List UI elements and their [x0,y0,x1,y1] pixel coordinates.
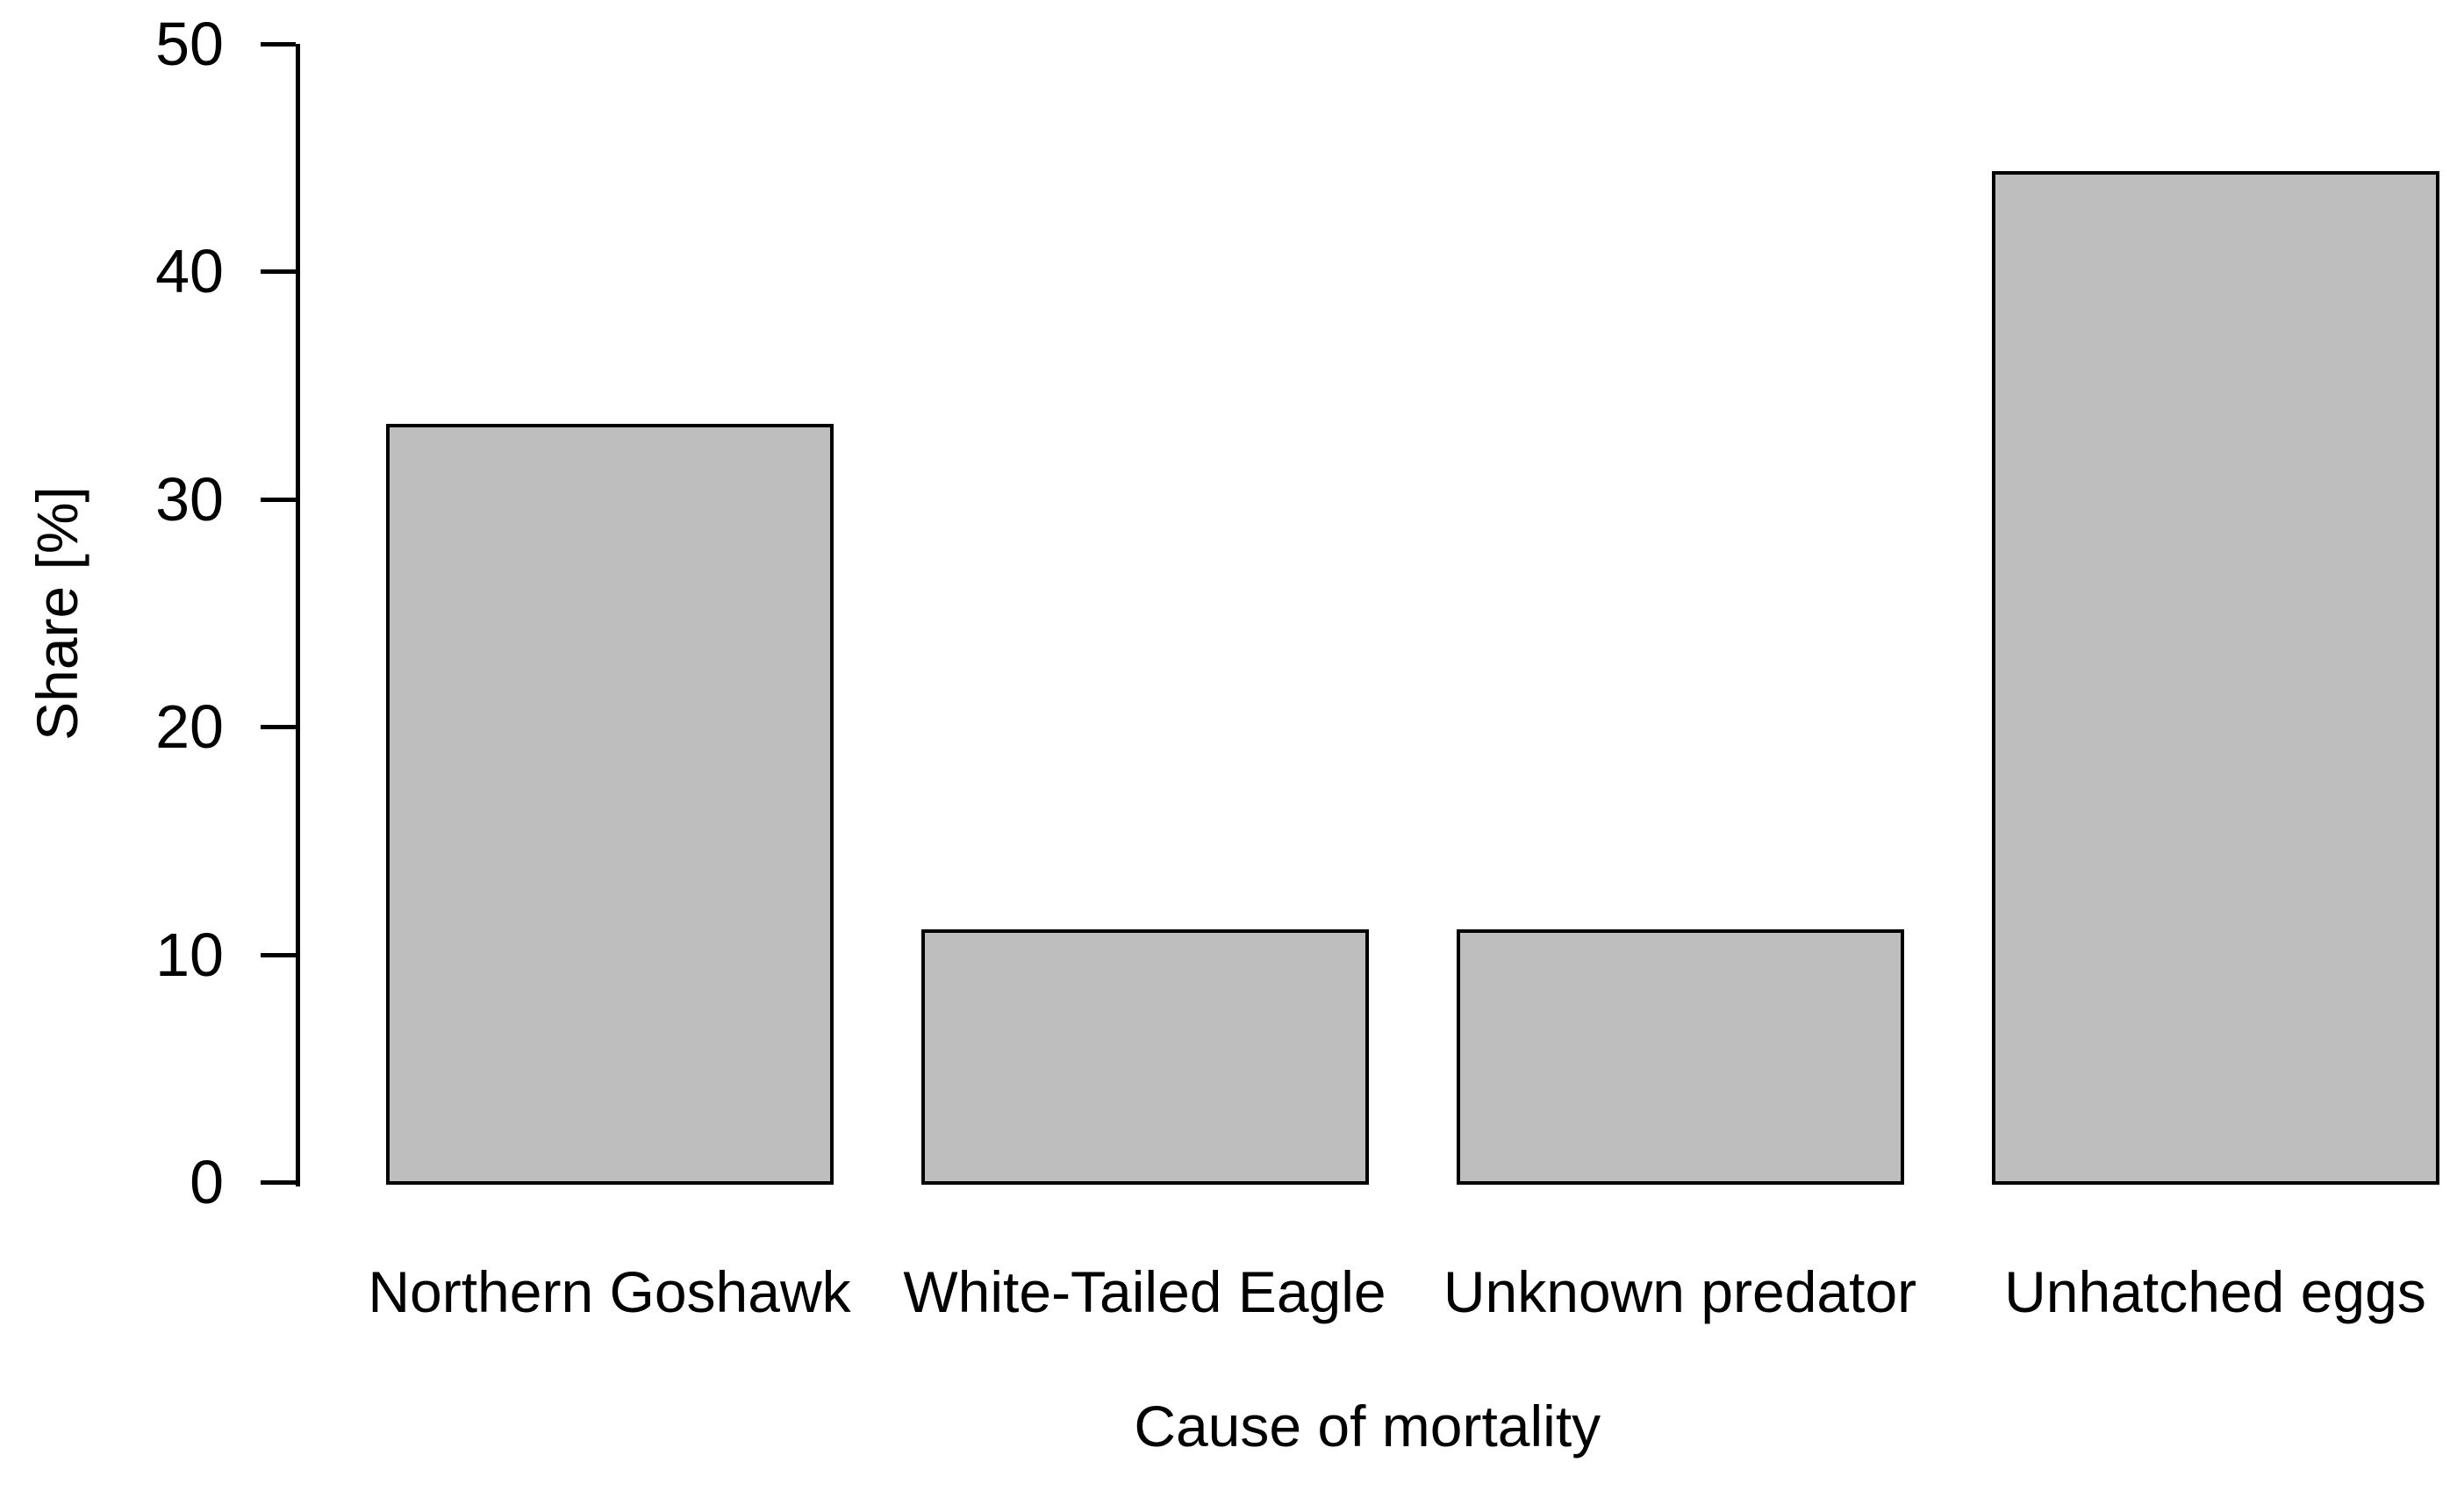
x-tick-label-white-tailed-eagle: White-Tailed Eagle [903,1259,1386,1324]
y-tick-label-0: 0 [190,1148,224,1216]
bar-northern-goshawk [385,424,834,1185]
x-tick-label-unknown-predator: Unknown predator [1443,1259,1917,1324]
y-tick-label-40: 40 [155,237,224,306]
y-tick-label-30: 30 [155,464,224,534]
y-tick-label-20: 20 [155,692,224,762]
y-tick-mark-30 [261,497,296,502]
bar-unknown-predator [1456,929,1904,1185]
y-tick-mark-50 [261,42,296,47]
y-axis-title: Share [%] [25,485,90,741]
x-tick-label-northern-goshawk: Northern Goshawk [368,1259,851,1324]
bar-white-tailed-eagle [920,929,1369,1185]
y-tick-mark-20 [261,725,296,730]
y-axis-line [296,44,300,1186]
y-tick-mark-10 [261,952,296,957]
y-tick-label-50: 50 [155,10,224,78]
bar-unhatched-eggs [1991,171,2439,1185]
x-tick-label-unhatched-eggs: Unhatched eggs [2004,1259,2426,1324]
y-tick-mark-40 [261,269,296,275]
y-tick-mark-0 [261,1180,296,1185]
x-axis-title: Cause of mortality [1134,1394,1601,1459]
y-tick-label-10: 10 [155,920,224,989]
